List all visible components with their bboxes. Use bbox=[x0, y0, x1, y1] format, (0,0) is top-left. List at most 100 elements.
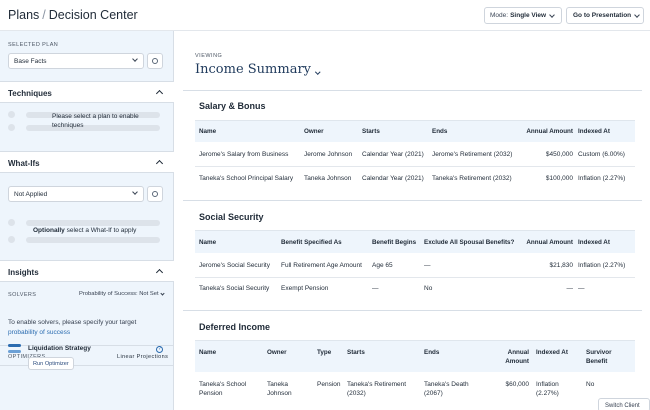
solvers-text: To enable solvers, please specify your t… bbox=[8, 318, 168, 337]
solvers-message: To enable solvers, please specify your t… bbox=[8, 319, 137, 326]
solvers-label: SOLVERS bbox=[8, 292, 37, 298]
column-header: Indexed At bbox=[536, 349, 568, 356]
whatifs-message-rest: select a What-If to apply bbox=[64, 227, 137, 234]
cell-benefit-begins: Age 65 bbox=[372, 262, 393, 269]
cell-ends: Taneka's Death (2067) bbox=[424, 381, 469, 397]
cell-name: Taneka's School Principal Salary bbox=[199, 175, 294, 182]
insights-header[interactable]: Insights bbox=[0, 260, 174, 282]
techniques-header[interactable]: Techniques bbox=[0, 81, 174, 103]
selected-plan-select[interactable]: Base Facts bbox=[8, 53, 144, 69]
cell-name: Taneka's School Pension bbox=[199, 381, 247, 397]
skeleton-bar bbox=[26, 220, 160, 226]
column-header: Type bbox=[317, 349, 332, 356]
cell-amount: $450,000 bbox=[545, 151, 573, 158]
deferred-section-title: Deferred Income bbox=[199, 322, 271, 332]
breadcrumb-current: Decision Center bbox=[48, 8, 138, 22]
cell-ends: Taneka's Retirement (2032) bbox=[432, 175, 512, 182]
column-header: Annual Amount bbox=[526, 239, 573, 246]
divider bbox=[183, 200, 642, 201]
column-header: Ends bbox=[424, 349, 440, 356]
breadcrumb: Plans / Decision Center bbox=[8, 8, 138, 22]
go-to-presentation-dropdown[interactable]: Go to Presentation bbox=[566, 7, 644, 24]
solvers-select-value: Probability of Success: Not Set bbox=[79, 291, 159, 297]
cell-exclude-spousal: — bbox=[424, 262, 431, 269]
salary-section-title: Salary & Bonus bbox=[199, 101, 266, 111]
column-header: Owner bbox=[267, 349, 287, 356]
table-header: Name Owner Type Starts Ends Annual Amoun… bbox=[195, 340, 635, 372]
switch-client-button[interactable]: Switch Client bbox=[598, 398, 650, 410]
cell-name: Jerome's Social Security bbox=[199, 262, 270, 269]
table-header: Name Benefit Specified As Benefit Begins… bbox=[195, 230, 635, 253]
skeleton-toggle bbox=[8, 124, 15, 131]
cell-starts: Taneka's Retirement (2032) bbox=[347, 381, 407, 397]
selected-plan-label: SELECTED PLAN bbox=[8, 42, 59, 48]
skeleton-bar bbox=[26, 125, 160, 131]
chevron-down-icon bbox=[315, 68, 321, 74]
cell-owner: Taneka Johnson bbox=[267, 381, 292, 397]
mode-label: Mode: bbox=[490, 12, 509, 19]
skeleton-toggle bbox=[8, 219, 15, 226]
cell-exclude-spousal: No bbox=[424, 285, 433, 292]
cell-name: Taneka's Social Security bbox=[199, 285, 270, 292]
chevron-down-icon bbox=[159, 291, 165, 296]
gear-icon bbox=[152, 58, 158, 64]
cell-benefit-specified: Exempt Pension bbox=[281, 285, 329, 292]
breadcrumb-separator: / bbox=[42, 8, 46, 22]
column-header: Survivor Benefit bbox=[586, 349, 612, 365]
chevron-down-icon bbox=[634, 11, 640, 18]
divider bbox=[0, 345, 174, 346]
help-icon[interactable]: ? bbox=[156, 346, 163, 353]
cell-owner: Taneka Johnson bbox=[304, 175, 352, 182]
insights-title: Insights bbox=[8, 268, 39, 277]
breadcrumb-plans-link[interactable]: Plans bbox=[8, 8, 40, 22]
page-title-text: Income Summary bbox=[195, 62, 312, 77]
whatif-select[interactable]: Not Applied bbox=[8, 186, 144, 202]
column-header: Annual Amount bbox=[526, 128, 573, 135]
cell-indexed: Inflation (2.27%) bbox=[578, 262, 626, 269]
mode-dropdown[interactable]: Mode: Single View bbox=[484, 7, 562, 24]
chevron-up-icon[interactable] bbox=[155, 89, 164, 98]
divider bbox=[0, 365, 174, 366]
cell-amount: $60,000 bbox=[505, 381, 530, 388]
cell-indexed: Inflation (2.27%) bbox=[578, 175, 626, 182]
cell-amount: $21,830 bbox=[549, 262, 574, 269]
cell-starts: Calendar Year (2021) bbox=[362, 175, 424, 182]
techniques-message: Please select a plan to enable technique… bbox=[52, 113, 139, 129]
liquidation-strategy-title: Liquidation Strategy bbox=[28, 345, 91, 352]
gear-icon bbox=[152, 191, 158, 197]
chevron-up-icon[interactable] bbox=[155, 159, 164, 168]
cell-type: Pension bbox=[317, 381, 341, 388]
column-header: Starts bbox=[362, 128, 380, 135]
plan-settings-button[interactable] bbox=[147, 53, 163, 69]
whatif-settings-button[interactable] bbox=[147, 186, 163, 202]
cell-amount: $100,000 bbox=[545, 175, 573, 182]
column-header: Indexed At bbox=[578, 128, 610, 135]
whatifs-header[interactable]: What-Ifs bbox=[0, 151, 174, 173]
column-header: Starts bbox=[347, 349, 365, 356]
mode-value: Single View bbox=[510, 12, 547, 19]
whatif-select-value: Not Applied bbox=[14, 190, 48, 198]
cell-owner: Jerome Johnson bbox=[304, 151, 353, 158]
cell-benefit-specified: Full Retirement Age Amount bbox=[281, 262, 362, 269]
column-header: Name bbox=[199, 128, 217, 135]
cell-amount: — bbox=[566, 285, 574, 292]
cell-starts: Calendar Year (2021) bbox=[362, 151, 424, 158]
sidebar: SELECTED PLAN Base Facts Techniques Plea… bbox=[0, 31, 174, 410]
column-header: Benefit Specified As bbox=[281, 239, 342, 246]
column-header: Indexed At bbox=[578, 239, 610, 246]
chevron-down-icon bbox=[132, 56, 138, 62]
chevron-up-icon[interactable] bbox=[155, 268, 164, 277]
whatifs-message-bold: Optionally bbox=[33, 227, 65, 234]
techniques-title: Techniques bbox=[8, 89, 52, 98]
column-header: Owner bbox=[304, 128, 324, 135]
run-optimizer-button[interactable]: Run Optimizer bbox=[28, 357, 74, 370]
viewing-label: VIEWING bbox=[195, 53, 223, 59]
skeleton-bar bbox=[26, 112, 160, 118]
solvers-select[interactable]: Probability of Success: Not Set bbox=[79, 291, 165, 297]
skeleton-toggle bbox=[8, 111, 15, 118]
probability-of-success-link[interactable]: probability of success bbox=[8, 328, 71, 336]
liquidation-strategy-icon bbox=[8, 344, 21, 354]
page-title[interactable]: Income Summary bbox=[195, 62, 321, 77]
column-header: Name bbox=[199, 239, 217, 246]
cell-indexed: Inflation (2.27%) bbox=[536, 381, 559, 397]
